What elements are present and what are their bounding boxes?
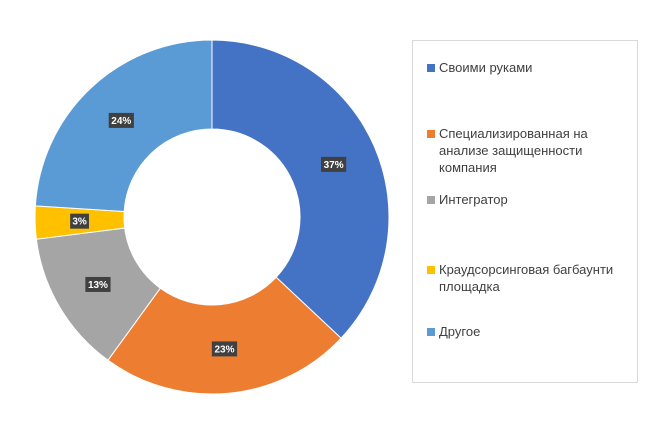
legend-label-drugoe: Другое — [439, 324, 481, 339]
legend-item-specialized-company: Специализированная на анализе защищеннос… — [427, 125, 632, 176]
slice-specialized-company — [107, 276, 342, 395]
data-label-drugoe: 24% — [108, 112, 134, 128]
data-label-text-drugoe: 24% — [111, 116, 131, 127]
data-label-box-specialized-company — [211, 341, 238, 357]
data-label-specialized-company: 23% — [211, 341, 238, 357]
legend-label-crowdsourcing: Краудсорсинговая багбаунти площадка — [439, 262, 614, 294]
data-label-text-integrator: 13% — [88, 280, 108, 291]
data-label-box-crowdsourcing — [70, 213, 89, 229]
legend-item-svoimi-rukami: Своими руками — [427, 59, 632, 76]
legend-swatch-specialized-company — [427, 130, 435, 138]
data-label-text-crowdsourcing: 3% — [72, 217, 87, 228]
legend-swatch-svoimi-rukami — [427, 64, 435, 72]
data-label-svoimi-rukami: 37% — [321, 156, 347, 172]
data-label-box-integrator — [85, 276, 111, 292]
data-label-box-drugoe — [108, 112, 134, 128]
data-label-integrator: 13% — [85, 276, 111, 292]
legend-swatch-crowdsourcing — [427, 266, 435, 274]
legend-label-integrator: Интегратор — [439, 192, 508, 207]
legend-item-crowdsourcing: Краудсорсинговая багбаунти площадка — [427, 261, 632, 295]
data-label-text-specialized-company: 23% — [214, 344, 234, 355]
legend-swatch-drugoe — [427, 328, 435, 336]
slice-svoimi-rukami — [211, 39, 390, 339]
legend-label-specialized-company: Специализированная на анализе защищеннос… — [439, 126, 588, 175]
legend-swatch-integrator — [427, 196, 435, 204]
data-label-crowdsourcing: 3% — [70, 213, 89, 229]
legend-item-drugoe: Другое — [427, 323, 632, 340]
data-label-text-svoimi-rukami: 37% — [324, 160, 344, 171]
legend: Своими руками Специализированная на анал… — [412, 40, 638, 383]
data-label-box-svoimi-rukami — [321, 156, 347, 172]
legend-item-integrator: Интегратор — [427, 191, 632, 208]
legend-label-svoimi-rukami: Своими руками — [439, 60, 533, 75]
